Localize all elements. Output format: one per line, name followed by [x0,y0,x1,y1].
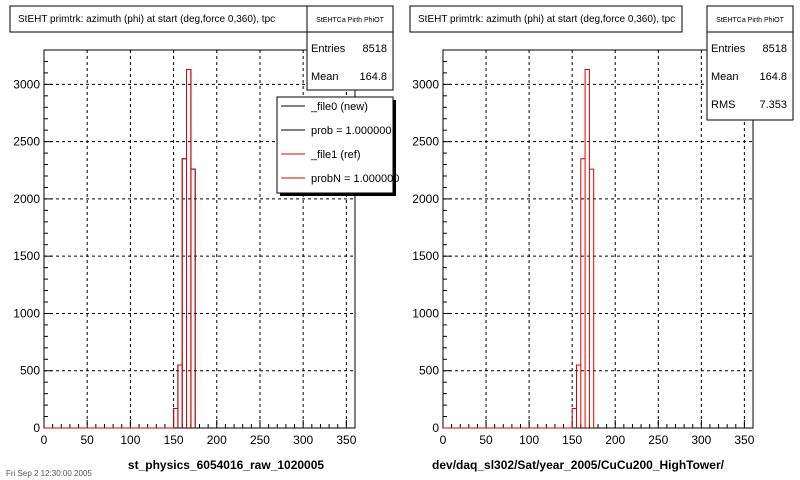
x-tick-label: 0 [440,433,447,447]
y-tick-label: 3000 [412,77,439,91]
x-tick-label: 300 [691,433,711,447]
x-axis-label: st_physics_6054016_raw_1020005 [128,458,324,472]
stats-title: StEHTCa Pirth PhiOT [316,17,384,24]
stats-box [706,5,794,121]
stats-value: 7.353 [759,99,787,111]
x-tick-label: 50 [81,433,95,447]
x-tick-label: 200 [605,433,625,447]
stats-value: 164.8 [759,71,787,83]
left-histogram-panel: 0 50 100 150 200 250 300 350 0 500 1000 1500 2000 250… [9,5,399,472]
x-tick-label: 100 [519,433,539,447]
right-histogram-panel: 0 50 100 150 200 250 300 350 0 500 1000 1500 2000 250… [409,5,794,472]
stats-title: StEHTCa Pirth PhiOT [716,17,784,24]
y-tick-label: 3000 [13,77,40,91]
title-box [409,5,683,33]
y-tick-label: 2500 [13,135,40,149]
stats-value: 164.8 [359,71,387,83]
x-tick-label: 50 [479,433,493,447]
y-tick-label: 1500 [13,249,40,263]
x-tick-label: 300 [293,433,313,447]
legend-label: _file0 (new) [310,101,368,113]
x-axis-label: dev/daq_sl302/Sat/year_2005/CuCu200_High… [432,458,725,472]
y-tick-label: 500 [419,364,439,378]
x-tick-label: 350 [336,433,356,447]
x-tick-label: 150 [164,433,184,447]
y-tick-label: 500 [20,364,40,378]
stats-box [306,5,394,91]
y-tick-label: 1000 [13,306,40,320]
stats-label: Entries [311,43,346,55]
y-tick-label: 1000 [412,306,439,320]
stats-label: Mean [311,71,339,83]
x-tick-label: 150 [562,433,582,447]
footer-timestamp: Fri Sep 2 12:30:00 2005 [6,469,92,478]
legend-label: _file1 (ref) [310,149,361,161]
stats-label: RMS [711,99,735,111]
stats-label: Mean [711,71,739,83]
x-tick-label: 250 [648,433,668,447]
stats-value: 8518 [363,43,387,55]
title-box [9,5,311,33]
y-tick-label: 2000 [412,192,439,206]
x-tick-label: 0 [41,433,48,447]
stats-value: 8518 [763,43,787,55]
y-tick-label: 2000 [13,192,40,206]
histogram-series-line [443,69,595,429]
y-tick-label: 0 [33,421,40,435]
y-tick-label: 1500 [412,249,439,263]
histogram-series-line [44,69,196,429]
x-tick-label: 350 [734,433,754,447]
y-tick-label: 2500 [412,135,439,149]
x-tick-label: 100 [120,433,140,447]
y-tick-label: 0 [432,421,439,435]
histogram-title: StEHT primtrk: azimuth (phi) at start (d… [418,14,675,25]
legend-label: probN = 1.000000 [311,173,399,185]
x-tick-label: 200 [207,433,227,447]
stats-label: Entries [711,43,746,55]
legend-box [276,96,394,194]
legend-label: prob = 1.000000 [311,125,391,137]
x-tick-label: 250 [250,433,270,447]
histogram-title: StEHT primtrk: azimuth (phi) at start (d… [18,14,275,25]
